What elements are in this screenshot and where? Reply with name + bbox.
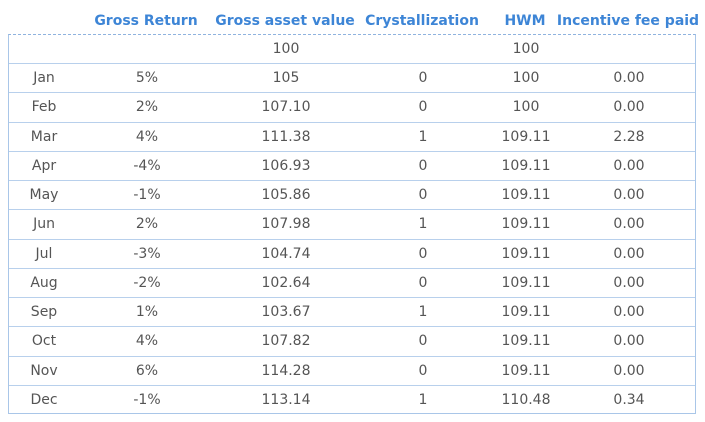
table-row: May -1% 105.86 0 109.11 0.00 xyxy=(9,181,695,211)
cell: 6% xyxy=(135,362,159,379)
cell: 2.28 xyxy=(613,128,645,145)
row-label: Jul xyxy=(35,245,53,262)
table-row: Sep 1% 103.67 1 109.11 0.00 xyxy=(9,298,695,328)
cell: 1 xyxy=(418,128,428,145)
cell: 107.10 xyxy=(261,99,311,116)
cell: 1 xyxy=(418,216,428,233)
cell: 109.11 xyxy=(501,245,551,262)
cell: 0 xyxy=(418,362,428,379)
table-row: Aug -2% 102.64 0 109.11 0.00 xyxy=(9,269,695,299)
cell: 109.11 xyxy=(501,333,551,350)
column-header: HWM xyxy=(504,13,546,29)
cell: 106.93 xyxy=(261,157,311,174)
cell: 0 xyxy=(418,187,428,204)
cell: 100 xyxy=(512,70,540,87)
cell: -4% xyxy=(133,157,161,174)
cell: 100 xyxy=(272,41,300,57)
cell: 0 xyxy=(418,157,428,174)
column-header: Gross Return xyxy=(94,13,198,29)
row-label: Feb xyxy=(31,99,57,116)
row-label: Oct xyxy=(31,333,57,350)
cell: 105.86 xyxy=(261,187,311,204)
cell: 109.11 xyxy=(501,304,551,321)
cell: 1% xyxy=(135,304,159,321)
cell: 100 xyxy=(512,41,540,57)
row-label: Dec xyxy=(30,391,58,408)
cell: 1 xyxy=(418,304,428,321)
cell: 2% xyxy=(135,216,159,233)
cell: 109.11 xyxy=(501,187,551,204)
cell: 0.00 xyxy=(613,216,645,233)
cell: 0.00 xyxy=(613,99,645,116)
cell: 0.00 xyxy=(613,187,645,204)
table-row: Jul -3% 104.74 0 109.11 0.00 xyxy=(9,240,695,269)
cell: 4% xyxy=(135,128,159,145)
initial-row: 100 100 xyxy=(9,35,695,65)
cell: 0 xyxy=(418,274,428,291)
cell: 109.11 xyxy=(501,128,551,145)
cell: 0.00 xyxy=(613,245,645,262)
cell: 5% xyxy=(135,70,159,87)
cell: 109.11 xyxy=(501,216,551,233)
row-label: May xyxy=(29,187,59,204)
cell: 110.48 xyxy=(501,391,551,408)
cell: 107.82 xyxy=(261,333,311,350)
cell: 107.98 xyxy=(261,216,311,233)
cell: 0 xyxy=(418,245,428,262)
cell: 105 xyxy=(272,70,300,87)
cell: 0.00 xyxy=(613,333,645,350)
cell: 109.11 xyxy=(501,274,551,291)
table-row: Apr -4% 106.93 0 109.11 0.00 xyxy=(9,152,695,182)
cell: 0.00 xyxy=(613,304,645,321)
row-label: Nov xyxy=(30,362,58,379)
cell: 4% xyxy=(135,333,159,350)
column-header: Incentive fee paid xyxy=(556,13,700,29)
row-label: Jun xyxy=(33,216,55,233)
table: 100 100 Jan 5% 105 0 100 0.00 Feb 2% 107.10 0 100 0.0… xyxy=(8,34,696,414)
table-row: Nov 6% 114.28 0 109.11 0.00 xyxy=(9,357,695,386)
column-header: Crystallization xyxy=(365,13,479,29)
cell: 111.38 xyxy=(261,128,311,145)
cell: 1 xyxy=(418,391,428,408)
cell: -3% xyxy=(133,245,161,262)
row-label: Jan xyxy=(33,70,55,87)
table-row: Jan 5% 105 0 100 0.00 xyxy=(9,64,695,94)
cell: 104.74 xyxy=(261,245,311,262)
cell: -2% xyxy=(133,274,161,291)
cell: 0.00 xyxy=(613,362,645,379)
cell: 0 xyxy=(418,99,428,116)
row-label: Sep xyxy=(30,304,58,321)
row-label: Aug xyxy=(30,274,58,291)
row-label: Mar xyxy=(30,128,58,145)
cell: 109.11 xyxy=(501,362,551,379)
column-header: Gross asset value xyxy=(215,13,355,29)
cell: 0.00 xyxy=(613,157,645,174)
table-row: Oct 4% 107.82 0 109.11 0.00 xyxy=(9,327,695,357)
cell: 109.11 xyxy=(501,157,551,174)
cell: -1% xyxy=(133,391,161,408)
cell: 102.64 xyxy=(261,274,311,291)
cell: 103.67 xyxy=(261,304,311,321)
cell: 0 xyxy=(418,70,428,87)
row-label: Apr xyxy=(31,157,57,174)
cell: -1% xyxy=(133,187,161,204)
table-row: Feb 2% 107.10 0 100 0.00 xyxy=(9,93,695,123)
cell: 2% xyxy=(135,99,159,116)
cell: 0.34 xyxy=(613,391,645,408)
table-row: Mar 4% 111.38 1 109.11 2.28 xyxy=(9,123,695,152)
cell: 0 xyxy=(418,333,428,350)
table-row: Dec -1% 113.14 1 110.48 0.34 xyxy=(9,386,695,415)
cell: 100 xyxy=(512,99,540,116)
cell: 0.00 xyxy=(613,70,645,87)
cell: 0.00 xyxy=(613,274,645,291)
cell: 114.28 xyxy=(261,362,311,379)
table-row: Jun 2% 107.98 1 109.11 0.00 xyxy=(9,210,695,240)
cell: 113.14 xyxy=(261,391,311,408)
